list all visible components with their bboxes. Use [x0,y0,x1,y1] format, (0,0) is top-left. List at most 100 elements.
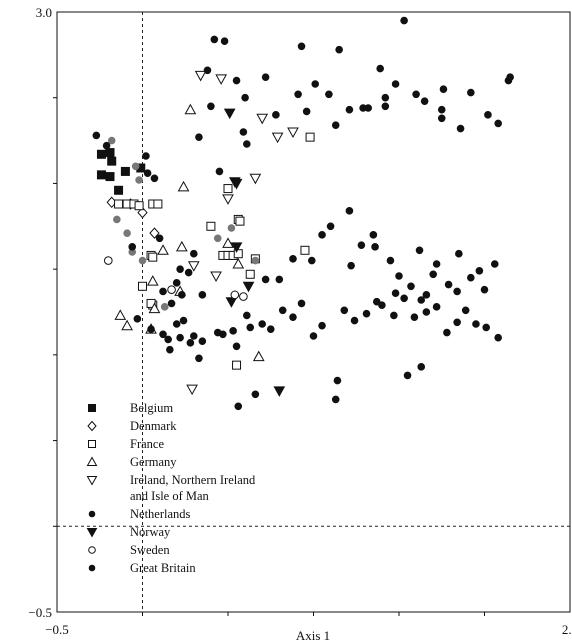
data-point [480,285,489,294]
data-point [223,108,236,120]
data-point [102,141,111,150]
x-tick-label: −0.5 [45,622,69,637]
data-point [234,402,243,411]
data-point [172,320,181,328]
data-point [210,271,222,283]
data-point [331,395,340,404]
data-point [417,363,426,371]
data-point [142,152,150,160]
data-point [294,90,302,99]
data-point [453,318,461,327]
reference-lines [57,12,570,612]
legend-label: Netherlands [130,507,191,521]
data-point [135,176,143,184]
data-point [210,35,219,44]
data-point [213,234,222,243]
data-point [275,275,284,284]
series-4 [186,70,299,396]
data-point [186,384,198,396]
data-point [160,303,169,311]
data-point [362,309,371,318]
data-point [272,111,280,119]
data-point [190,332,198,340]
data-point [155,234,164,243]
legend-label: Germany [130,455,177,469]
data-point [138,256,147,265]
data-point [407,282,415,291]
data-point [143,169,152,177]
legend-item: Netherlands [88,507,191,521]
data-point [235,216,245,226]
data-points [92,16,514,411]
data-point [484,111,492,119]
data-point [271,132,284,144]
data-point [107,156,117,166]
data-point [432,303,441,311]
data-point [246,323,255,332]
data-point [371,243,379,251]
legend-label: and Isle of Man [130,489,210,503]
data-point [232,76,241,85]
legend-marker [87,420,97,432]
data-point [395,272,403,280]
data-point [232,342,241,351]
data-point [403,371,412,380]
data-point [227,224,236,232]
legend-label: Belgium [130,401,173,415]
data-point [175,240,188,252]
legend-marker [88,546,96,554]
data-point [357,241,366,249]
data-point [287,127,299,139]
data-point [386,256,395,265]
data-point [506,73,514,81]
data-point [251,256,260,265]
data-point [432,260,441,268]
data-point [146,275,159,286]
data-point [159,330,167,339]
data-point [113,215,121,224]
series-0 [96,148,146,195]
data-point [105,148,115,158]
data-point [167,285,176,295]
data-point [391,80,400,88]
data-point [494,333,502,342]
data-point [261,73,270,81]
data-point [157,244,169,255]
data-point [243,140,251,148]
data-point [184,268,193,277]
data-point [345,105,354,114]
data-point [239,128,248,136]
data-point [453,287,461,296]
data-point [278,306,287,315]
data-point [121,319,133,331]
data-point [147,325,155,333]
data-point [376,64,384,73]
data-point [177,180,190,192]
data-point [335,45,343,54]
data-point [410,313,419,321]
data-point [198,337,207,345]
data-point [242,281,255,293]
data-point [415,246,424,255]
y-tick-label: 3.0 [36,5,52,20]
data-point [215,167,224,176]
data-point [223,184,233,194]
data-point [222,194,234,205]
data-point [114,199,124,209]
series-3 [114,103,265,362]
data-point [195,354,203,363]
tick-labels: −0.5 2.5 3.0 −0.5 [28,5,572,637]
legend-marker [86,476,98,486]
data-point [131,162,140,171]
data-point [184,103,197,115]
legend-label: Sweden [130,543,170,557]
data-point [350,316,359,325]
data-point [266,325,275,333]
legend: Belgium Denmark France Germany Ireland, Nort… [86,401,256,575]
data-point [230,290,240,300]
data-point [243,311,251,320]
data-point [241,93,249,102]
data-point [297,42,306,51]
legend-item: France [88,437,164,451]
data-point [104,256,113,265]
